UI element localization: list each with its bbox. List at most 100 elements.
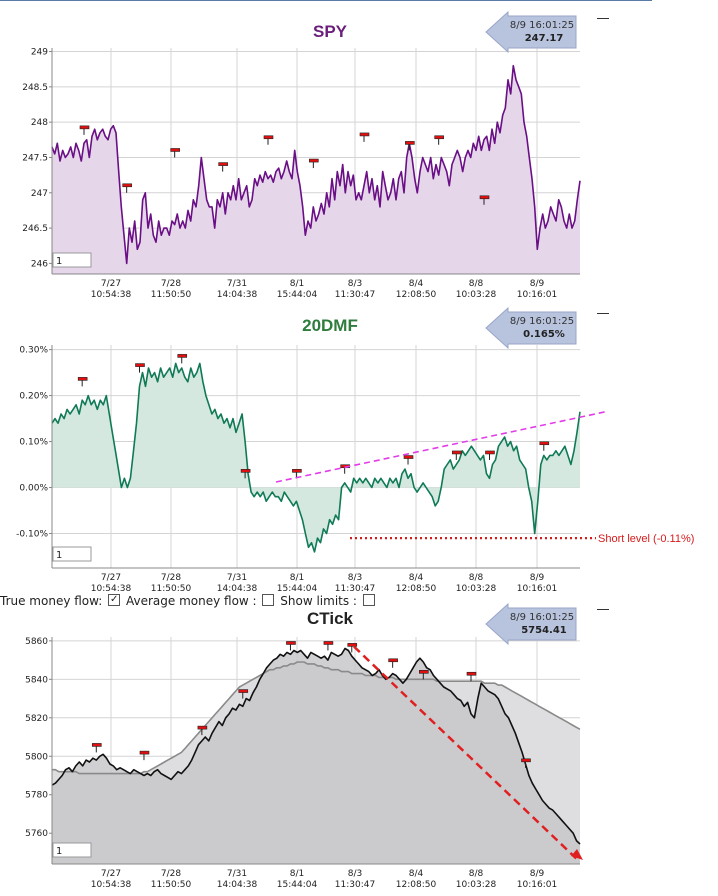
marker-flag <box>122 183 132 188</box>
marker-flag <box>485 450 495 455</box>
y-tick-label: 5840 <box>25 675 48 685</box>
marker-flag <box>197 725 208 730</box>
marker-flag <box>434 135 444 140</box>
y-tick-label: 248.5 <box>22 83 48 93</box>
x-tick-date: 8/9 <box>530 573 545 583</box>
marker-flag <box>292 469 302 473</box>
series-area <box>52 363 580 552</box>
x-tick-date: 8/9 <box>530 869 545 879</box>
avg-flow-checkbox[interactable] <box>262 594 275 606</box>
period-input-box[interactable] <box>52 252 92 268</box>
x-tick-date: 7/27 <box>101 279 121 289</box>
callout-arrow <box>485 602 577 646</box>
y-tick-label: 5820 <box>25 714 48 724</box>
x-tick-date: 8/1 <box>290 869 304 879</box>
x-tick-date: 7/27 <box>101 573 121 583</box>
x-tick-time: 14:04:38 <box>217 290 258 300</box>
x-tick-date: 8/3 <box>348 279 362 289</box>
y-tick-label: 249 <box>31 48 48 58</box>
marker-flag <box>91 743 102 747</box>
x-tick-time: 11:50:50 <box>151 584 192 594</box>
x-tick-time: 11:30:47 <box>335 584 375 594</box>
period-input-box[interactable] <box>52 546 92 562</box>
y-tick-label: 5760 <box>25 829 48 839</box>
panel-minimize-ctick[interactable] <box>597 609 609 610</box>
marker-flag <box>403 455 414 459</box>
x-tick-date: 7/31 <box>227 573 247 583</box>
marker-flag <box>359 132 370 137</box>
options-bar: True money flow: Average money flow : Sh… <box>0 594 377 608</box>
x-tick-time: 14:04:38 <box>217 584 258 594</box>
x-tick-time: 10:03:28 <box>456 584 497 594</box>
marker-flag <box>286 641 296 645</box>
panel-minimize-spy[interactable] <box>597 18 609 19</box>
x-tick-time: 15:44:04 <box>277 584 318 594</box>
x-tick-date: 7/31 <box>227 869 247 879</box>
period-input[interactable]: 1 <box>52 842 92 858</box>
y-tick-label: 5800 <box>25 752 48 762</box>
x-tick-date: 7/28 <box>161 869 181 879</box>
marker-flag <box>405 141 415 145</box>
x-tick-date: 8/9 <box>530 279 545 289</box>
x-tick-date: 8/1 <box>290 573 304 583</box>
marker-flag <box>77 377 88 381</box>
x-tick-time: 10:16:01 <box>517 584 557 594</box>
short-level-label: Short level (-0.11%) <box>598 533 694 545</box>
marker-flag <box>323 641 334 645</box>
y-tick-label: 247.5 <box>22 153 48 163</box>
marker-flag <box>240 469 251 473</box>
true-flow-label: True money flow: <box>0 594 103 608</box>
limits-checkbox[interactable] <box>362 594 375 606</box>
x-tick-date: 7/28 <box>161 573 181 583</box>
marker-flag <box>263 135 274 140</box>
x-tick-time: 11:30:47 <box>335 880 375 890</box>
period-input-box[interactable] <box>52 842 92 858</box>
marker-flag <box>218 162 228 166</box>
period-input[interactable]: 1 <box>52 546 92 562</box>
callout-value: 5754.41 <box>521 625 567 636</box>
period-input-value: 1 <box>56 256 62 267</box>
marker-flag <box>451 450 462 455</box>
x-tick-time: 12:08:50 <box>396 290 437 300</box>
x-tick-date: 7/28 <box>161 279 181 289</box>
x-tick-time: 11:50:50 <box>151 290 192 300</box>
callout-value: 247.17 <box>525 33 564 44</box>
x-tick-time: 14:04:38 <box>217 880 258 890</box>
x-tick-time: 10:54:38 <box>91 290 132 300</box>
x-tick-date: 7/27 <box>101 869 121 879</box>
y-tick-label: -0.10% <box>16 530 48 540</box>
marker-flag <box>79 125 90 130</box>
series-area <box>52 65 580 274</box>
x-tick-date: 8/1 <box>290 279 304 289</box>
period-input[interactable]: 1 <box>52 252 92 268</box>
window-top-border <box>0 0 652 1</box>
x-tick-date: 8/8 <box>469 869 484 879</box>
x-tick-time: 12:08:50 <box>396 584 437 594</box>
y-tick-label: 0.30% <box>19 346 48 356</box>
y-tick-label: 246.5 <box>22 224 48 234</box>
marker-flag <box>539 441 550 446</box>
x-tick-date: 8/8 <box>469 279 484 289</box>
true-flow-checkbox[interactable] <box>108 594 121 606</box>
x-tick-date: 8/8 <box>469 573 484 583</box>
panel-minimize-20dmf[interactable] <box>597 313 609 314</box>
x-tick-time: 10:03:28 <box>456 290 497 300</box>
y-tick-label: 247 <box>31 189 48 199</box>
callout-time: 8/9 16:01:25 <box>510 612 574 623</box>
callout-arrow <box>485 10 577 54</box>
marker-flag <box>479 195 490 200</box>
chart-title: 20DMF <box>302 316 358 335</box>
series-line <box>51 362 581 553</box>
series-line <box>51 647 581 845</box>
chart-title: CTick <box>307 609 354 628</box>
chart-panel-20dmf: Short level (-0.11%) 0.30% 0.20% 0.10% 0.00%… <box>16 306 694 594</box>
x-tick-date: 8/3 <box>348 869 362 879</box>
series-line <box>51 64 581 265</box>
marker-flag <box>388 658 398 663</box>
marker-flag <box>347 643 358 647</box>
y-tick-label: 0.00% <box>19 484 48 494</box>
period-input-value: 1 <box>56 550 62 561</box>
